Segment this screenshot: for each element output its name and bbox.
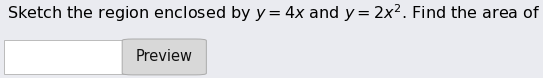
Text: Sketch the region enclosed by $y = 4x$ and $y = 2x^2$. Find the area of the regi: Sketch the region enclosed by $y = 4x$ a… (7, 2, 543, 24)
Text: Preview: Preview (136, 49, 193, 64)
FancyBboxPatch shape (4, 40, 129, 74)
FancyBboxPatch shape (122, 39, 206, 75)
